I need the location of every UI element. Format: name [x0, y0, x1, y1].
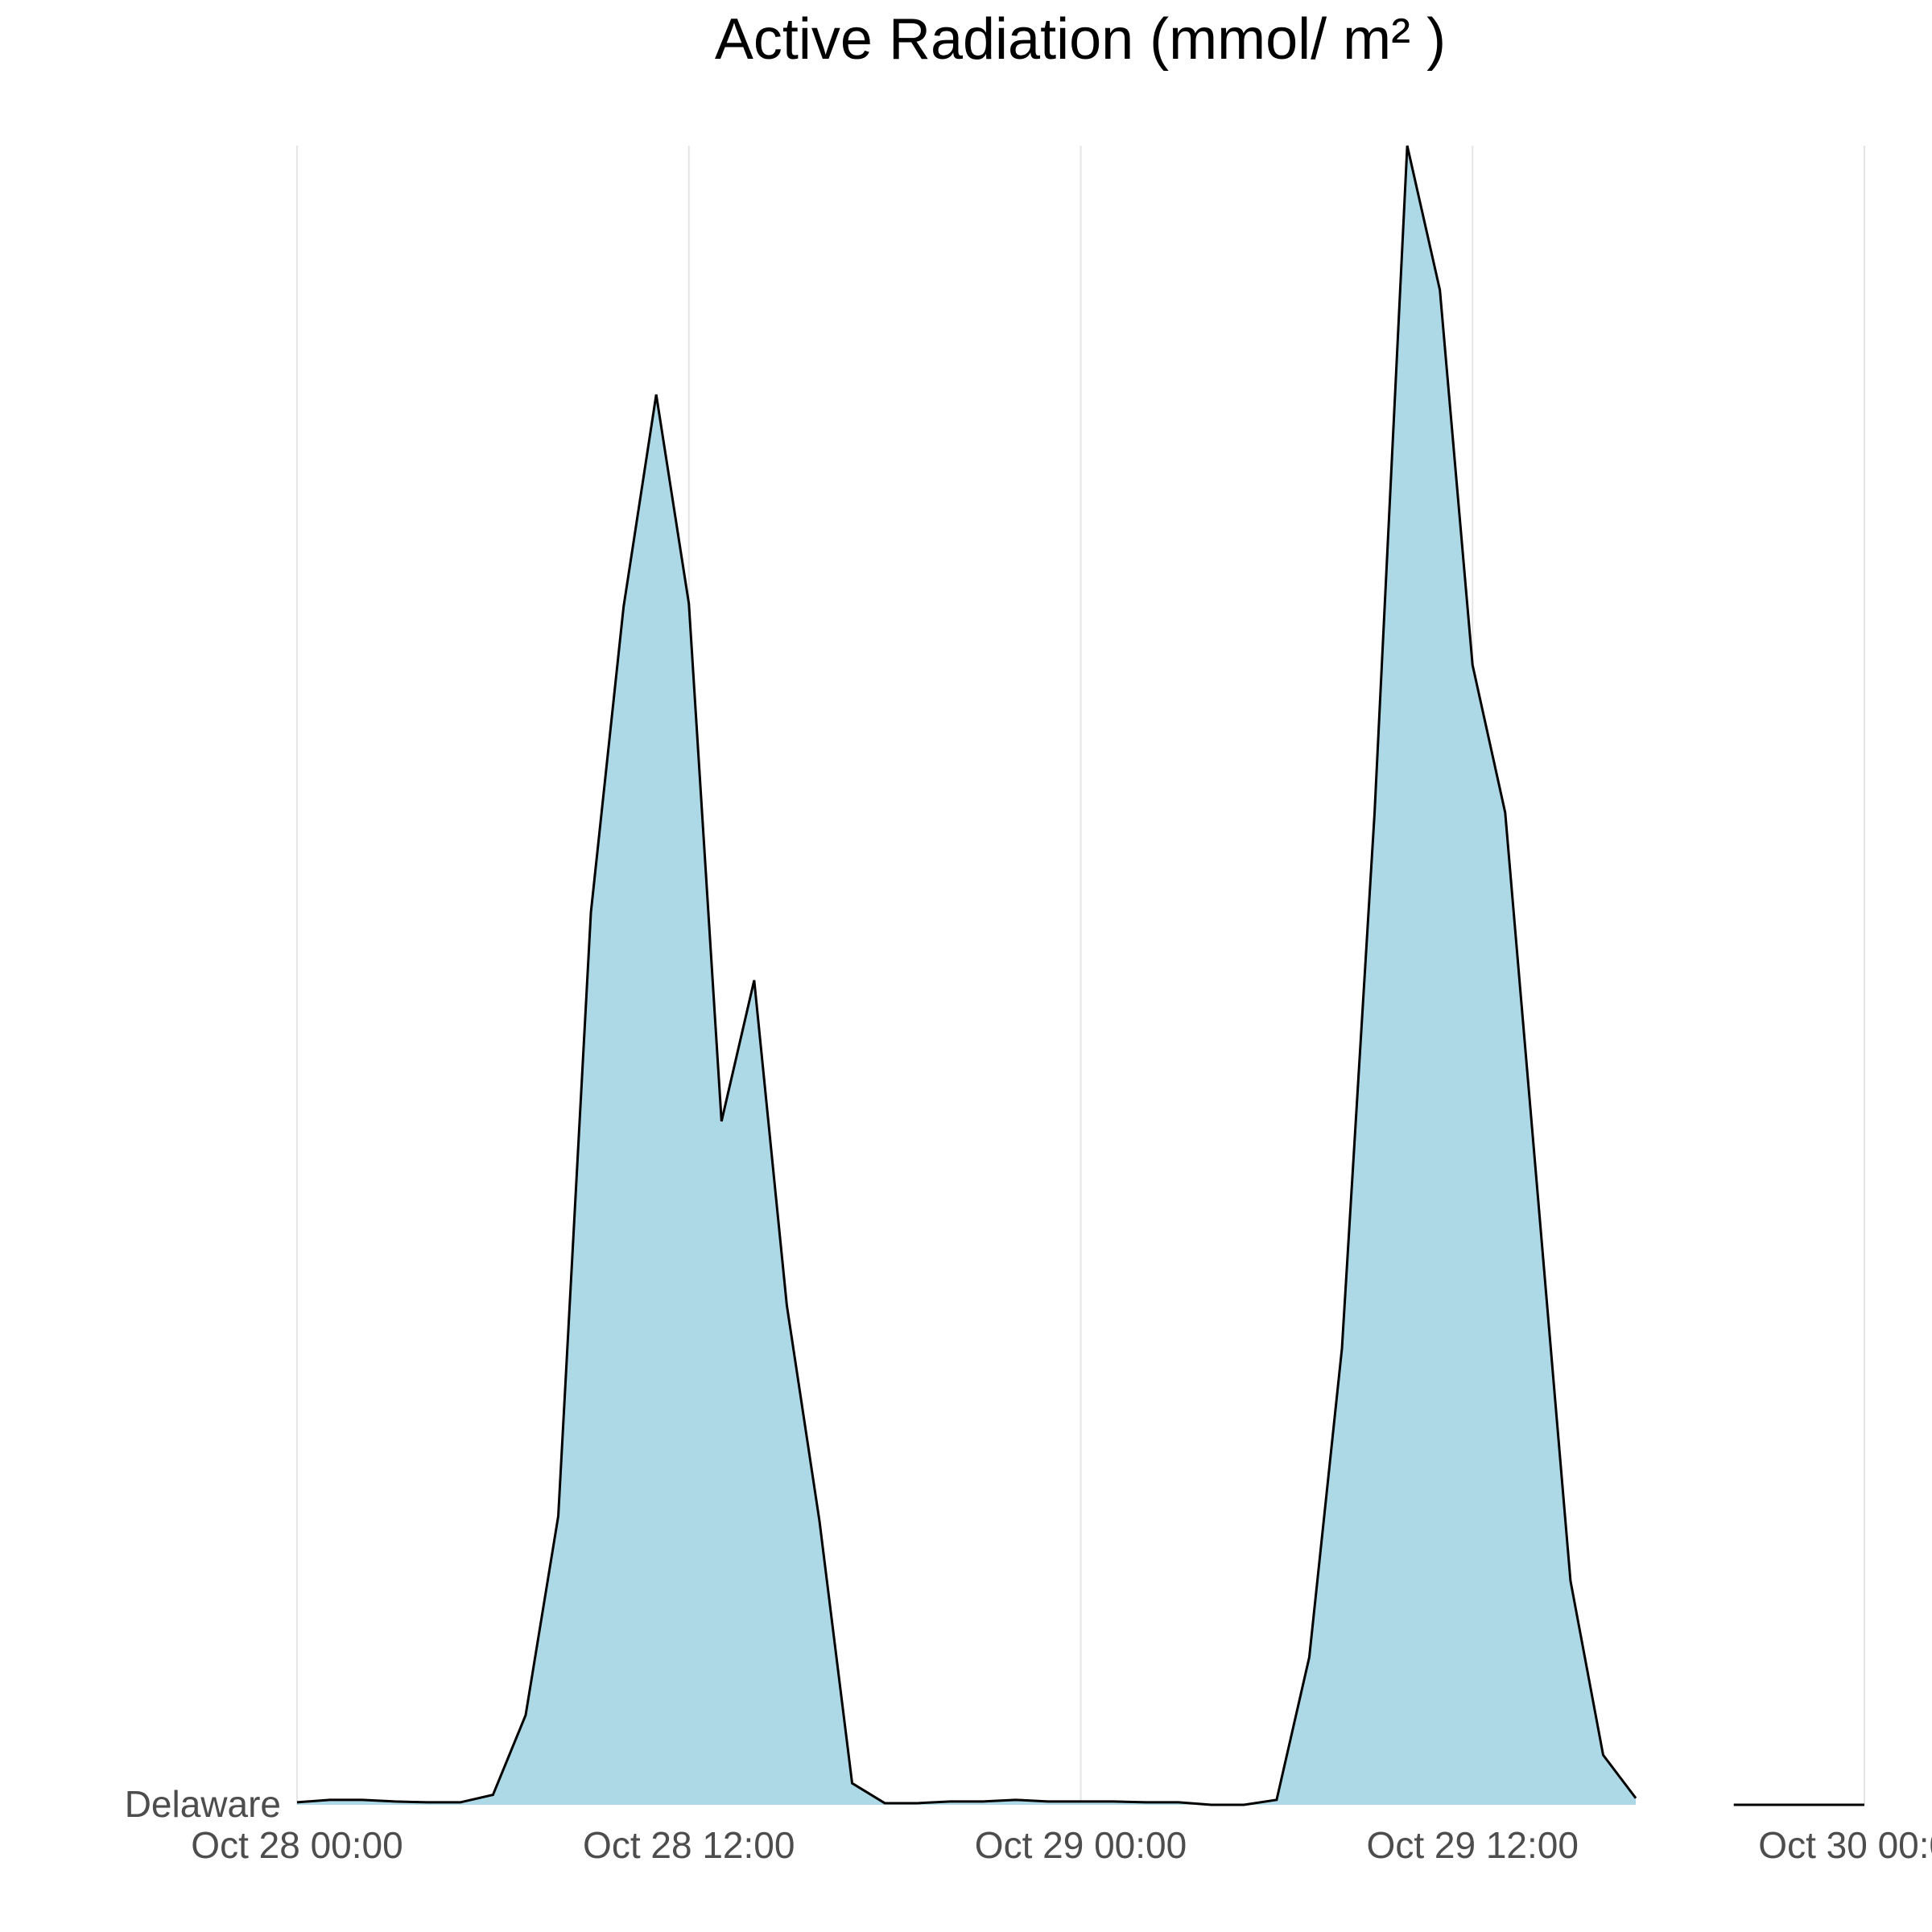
y-tick-label: Delaware — [125, 1783, 281, 1825]
ridge-line — [296, 145, 1637, 1806]
x-tick-label: Oct 28 12:00 — [583, 1824, 795, 1866]
x-tick-label: Oct 29 00:00 — [975, 1824, 1187, 1866]
x-tick-label: Oct 29 12:00 — [1367, 1824, 1579, 1866]
ridge-area — [297, 146, 1637, 1805]
x-tick-label: Oct 30 00:00 — [1758, 1824, 1932, 1866]
chart-title: Active Radiation (mmol/ m² ) — [715, 7, 1446, 72]
x-tick-label: Oct 28 00:00 — [191, 1824, 402, 1866]
